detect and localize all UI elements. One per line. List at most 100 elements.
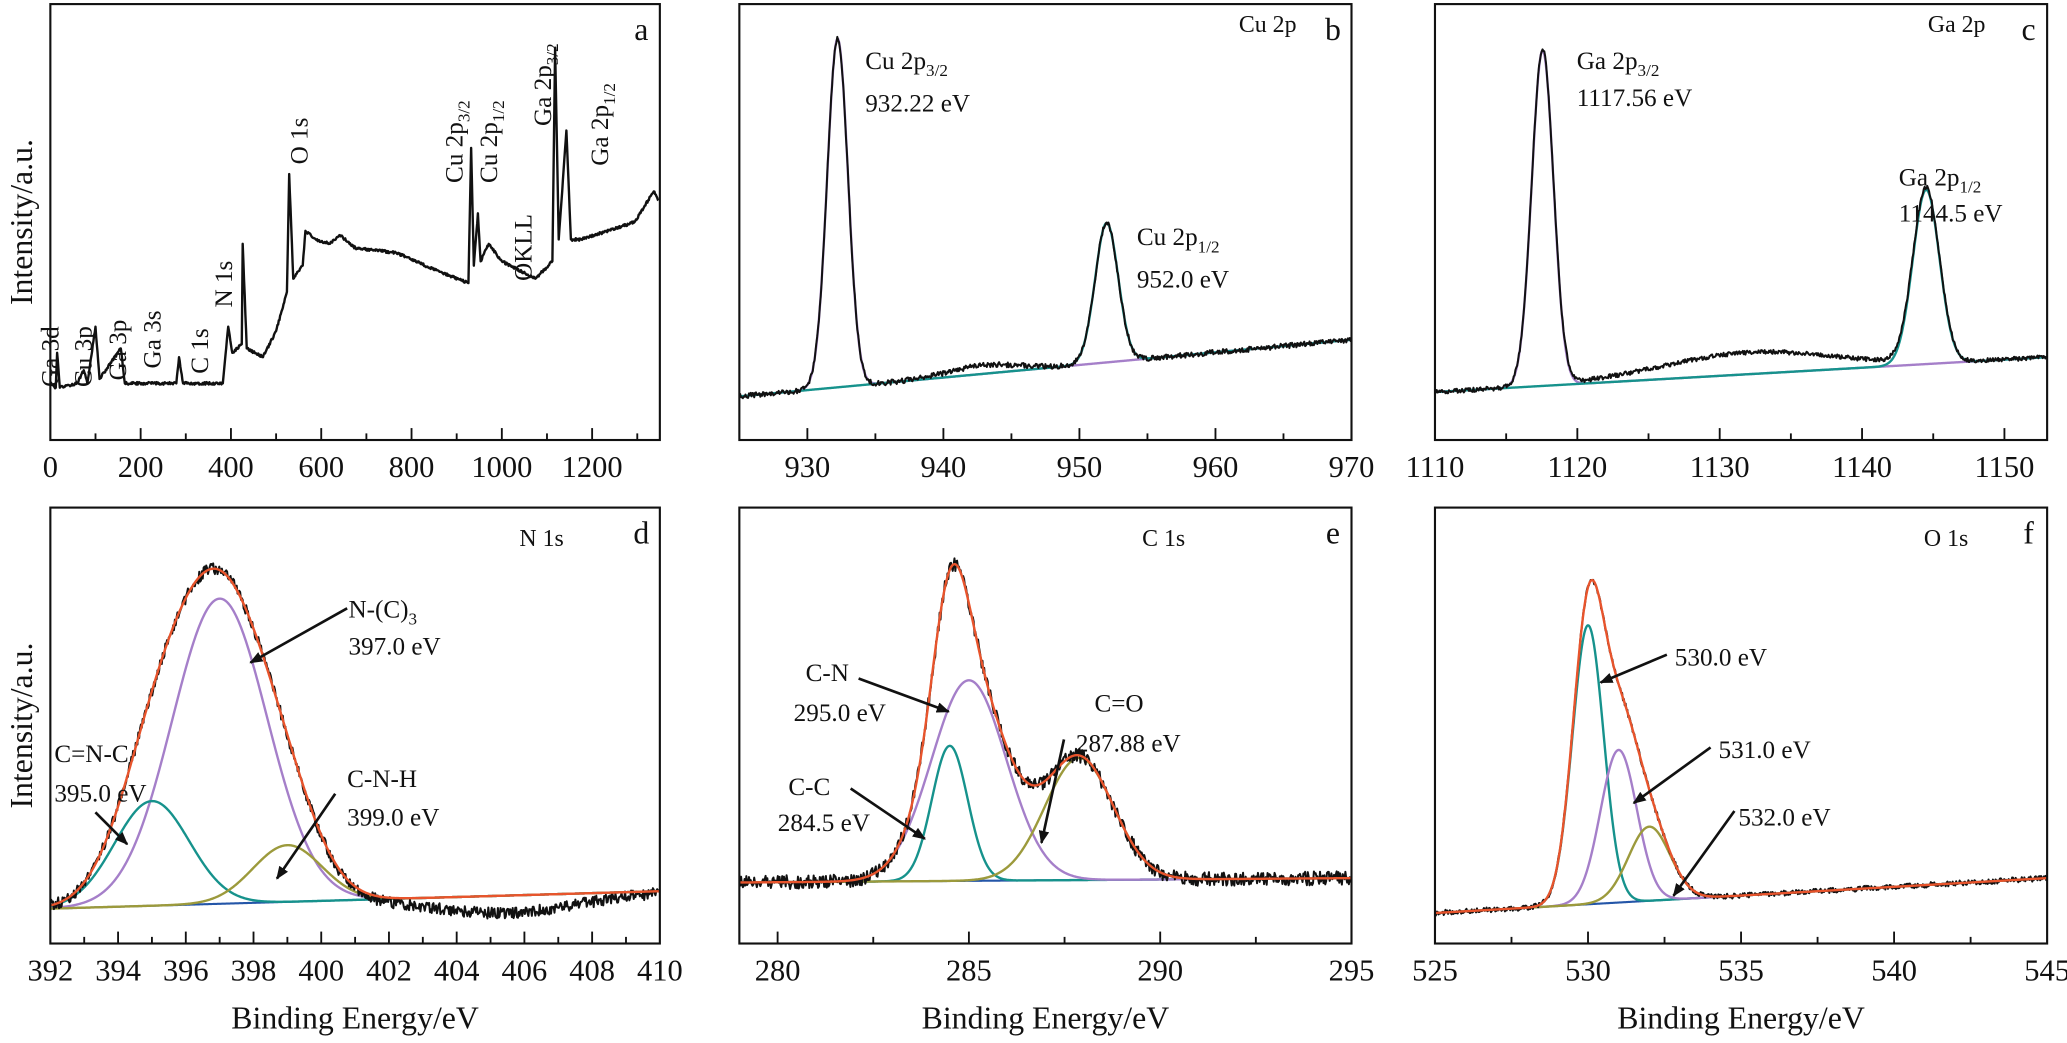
x-tick-label: 600	[298, 450, 344, 484]
x-tick-label: 940	[921, 450, 967, 484]
annotation-arrow	[858, 677, 950, 713]
component-label: Cu 2p1/2	[1137, 224, 1220, 256]
peak-label: O 1s	[286, 118, 313, 165]
component-energy: 1117.56 eV	[1577, 85, 1693, 112]
component-energy: 952.0 eV	[1137, 267, 1229, 294]
x-tick-label: 400	[208, 450, 254, 484]
x-axis-label: Binding Energy/eV	[1617, 1000, 1865, 1035]
component-label-main: C=N-C	[54, 741, 128, 768]
x-tick-label: 1000	[471, 450, 532, 484]
x-tick-label: 402	[366, 954, 412, 988]
measured-spectrum-line	[739, 35, 1352, 400]
peak-label-subscript: 3/2	[454, 100, 473, 122]
x-tick-label: 545	[2024, 954, 2067, 988]
panel-d: 392 394 396 398 400 402 404 406 408 410 Binding En…	[4, 506, 683, 1035]
component-label: Ga 2p3/2	[1577, 48, 1660, 80]
x-tick-label: 400	[298, 954, 344, 988]
plot-area	[739, 557, 1352, 890]
component-label: Cu 2p3/2	[865, 48, 948, 80]
y-axis-label: Intensity/a.u.	[4, 643, 39, 809]
fit-component-line-3	[1434, 825, 2048, 915]
component-label-subscript: 1/2	[1198, 237, 1220, 256]
component-label-main: C=O	[1094, 691, 1143, 718]
y-axis-label: Intensity/a.u.	[4, 139, 39, 305]
peak-label-main: C 1s	[187, 328, 214, 373]
x-tick-label: 1150	[1975, 450, 2035, 484]
fit-envelope-line	[739, 562, 1352, 884]
annotation-arrow	[1672, 810, 1736, 897]
component-label-main: Cu 2p	[865, 48, 926, 75]
panel-title: N 1s	[519, 526, 563, 552]
component-energy: 932.22 eV	[865, 90, 970, 117]
component-label-subscript: 1/2	[1960, 178, 1982, 197]
component-energy: 397.0 eV	[348, 634, 440, 661]
peak-label-subscript: 1/2	[600, 83, 619, 105]
peak-label-main: Ga 3p	[105, 320, 132, 381]
component-energy: 295.0 eV	[794, 700, 886, 727]
plot-area	[1434, 578, 2048, 917]
annotation-arrow	[249, 607, 348, 664]
plot-frame	[738, 506, 1353, 945]
annotation-arrow	[1632, 746, 1712, 805]
component-energy: 530.0 eV	[1675, 644, 1767, 671]
panel-letter: f	[2023, 515, 2034, 550]
component-label-main: C-N	[806, 660, 849, 687]
component-energy: 395.0 eV	[54, 781, 146, 808]
panel-f: 525 530 535 540 545 Binding Energy/eV f O 1s 530…	[1412, 506, 2067, 1035]
annotation-arrow	[849, 787, 926, 840]
annotation-arrow	[1599, 653, 1668, 684]
component-label-main: Ga 2p	[1577, 48, 1638, 75]
peak-label-main: Ga 3s	[139, 310, 166, 368]
component-energy: 287.88 eV	[1076, 730, 1181, 757]
annotation-arrow	[1038, 739, 1066, 845]
x-tick-label: 535	[1718, 954, 1764, 988]
component-label: C=O	[1094, 691, 1143, 718]
survey-spectrum-line	[50, 46, 660, 390]
component-energy: 531.0 eV	[1719, 737, 1811, 764]
peak-label: Ga 2p3/2	[530, 43, 562, 126]
x-tick-label: 800	[389, 450, 435, 484]
fit-envelope-line	[50, 567, 660, 907]
x-axis-label: Binding Energy/eV	[231, 1000, 479, 1035]
x-tick-label: 406	[502, 954, 548, 988]
component-label: C-N	[806, 660, 849, 687]
fit-envelope-line	[1434, 578, 2048, 915]
x-tick-label: 408	[569, 954, 615, 988]
x-tick-label: 1140	[1832, 450, 1892, 484]
peak-label-subscript: 1/2	[489, 100, 508, 122]
peak-label-main: O 1s	[286, 118, 313, 165]
panel-title: O 1s	[1924, 526, 1968, 552]
panel-letter: a	[634, 12, 648, 47]
component-label: Ga 2p1/2	[1899, 165, 1982, 197]
x-axis-label: Binding Energy/eV	[922, 1000, 1170, 1035]
component-label-main: Ga 2p	[1899, 165, 1960, 192]
component-label-main: Cu 2p	[1137, 224, 1198, 251]
component-label: C=N-C	[54, 741, 128, 768]
peak-label-main: Cu 3p	[70, 326, 97, 387]
x-tick-label: 525	[1412, 954, 1458, 988]
x-tick-label: 295	[1329, 954, 1375, 988]
x-tick-label: 950	[1057, 450, 1103, 484]
x-tick-label: 930	[785, 450, 831, 484]
plot-area	[1434, 48, 2048, 395]
x-tick-label: 530	[1565, 954, 1611, 988]
component-label-subscript: 3/2	[1638, 61, 1660, 80]
x-tick-label: 1130	[1690, 450, 1750, 484]
panel-letter: b	[1325, 12, 1341, 47]
x-tick-label: 410	[637, 954, 683, 988]
plot-area	[739, 35, 1352, 400]
peak-label: Ga 2p1/2	[587, 83, 619, 166]
x-tick-label: 285	[946, 954, 992, 988]
x-tick-label: 290	[1137, 954, 1183, 988]
component-energy: 399.0 eV	[347, 805, 439, 832]
component-label-main: C-N-H	[347, 766, 417, 793]
plot-area	[50, 562, 660, 920]
x-tick-label: 398	[231, 954, 277, 988]
component-label-main: N-(C)	[348, 597, 408, 624]
component-label-main: C-C	[788, 774, 830, 801]
peak-label-main: Cu 2p	[476, 122, 503, 183]
x-tick-label: 404	[434, 954, 480, 988]
